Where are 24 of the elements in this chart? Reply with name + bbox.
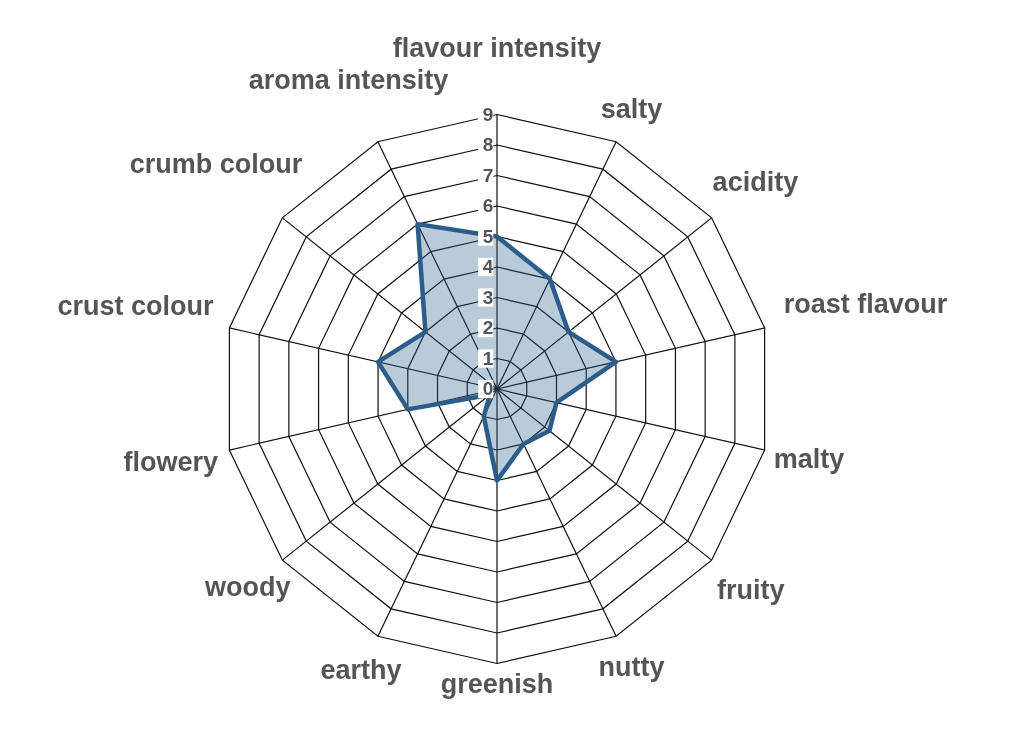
spoke-label: roast flavour (783, 288, 948, 319)
spoke-label: woody (203, 571, 291, 602)
y-tick-label: 8 (482, 134, 494, 155)
y-tick-label: 9 (482, 103, 494, 125)
spoke-label: aroma intensity (248, 64, 449, 95)
y-tick-label: 3 (482, 286, 494, 308)
spoke-label: earthy (320, 655, 402, 686)
spoke-label: flavour intensity (392, 32, 602, 63)
spoke-label: nutty (598, 652, 665, 683)
spoke-label: crust colour (57, 290, 215, 321)
spoke-label: malty (773, 444, 845, 475)
y-tick-label: 4 (482, 256, 494, 277)
spoke-label: acidity (712, 166, 799, 197)
spoke-label: crumb colour (129, 148, 303, 179)
spoke-label: salty (600, 93, 663, 124)
y-tick-label: 6 (482, 195, 494, 216)
y-tick-label: 2 (482, 317, 494, 338)
spoke-label: flowery (123, 447, 219, 478)
y-tick-label: 7 (482, 164, 494, 186)
spoke-label: fruity (717, 575, 785, 606)
y-tick-label: 0 (482, 378, 494, 399)
y-tick-label: 5 (482, 225, 494, 247)
y-tick-label: 1 (482, 347, 494, 369)
spoke-label: greenish (440, 668, 554, 699)
